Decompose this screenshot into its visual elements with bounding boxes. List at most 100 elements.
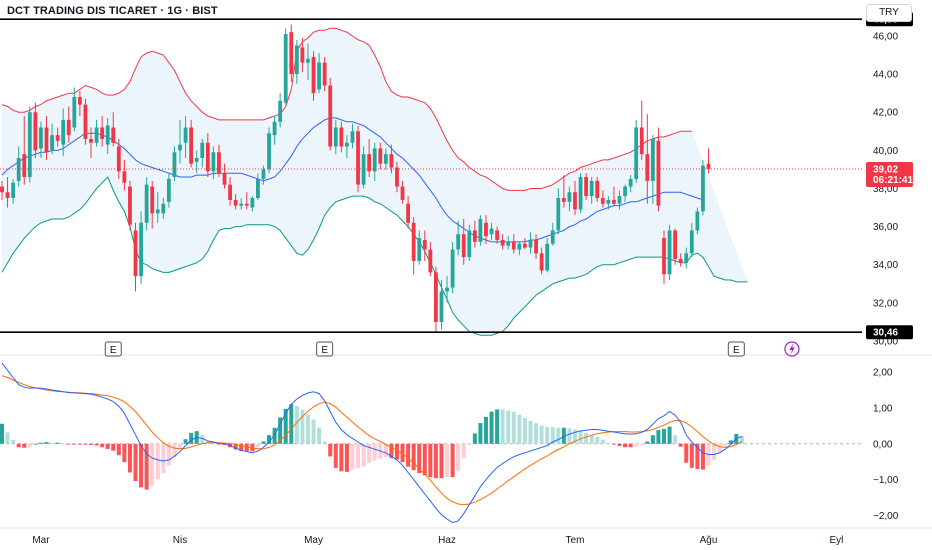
candle-body <box>278 100 283 122</box>
currency-button[interactable]: TRY <box>866 4 912 22</box>
candle <box>689 222 694 258</box>
candle <box>439 279 444 330</box>
candle <box>356 125 360 193</box>
candle-body <box>272 121 277 136</box>
price-tick-label: 40,00 <box>873 146 898 157</box>
indicator-tick-label: −1,00 <box>873 475 899 486</box>
indicator-axis[interactable]: 2,00 1,00 0,00 −1,00 −2,00 <box>873 368 899 522</box>
candle <box>228 177 232 206</box>
candle-body <box>283 34 288 103</box>
histogram-bar <box>422 443 427 476</box>
candle-body <box>534 239 538 254</box>
candle <box>105 117 110 155</box>
time-axis[interactable]: Mar Nis May Haz Tem Ağu Eyl <box>32 535 843 546</box>
candle-body <box>634 127 639 179</box>
indicator-tick-label: 1,00 <box>873 403 893 414</box>
candle <box>278 93 283 128</box>
candle-body <box>389 154 394 168</box>
candle-body <box>439 291 444 322</box>
histogram-bar <box>294 405 299 444</box>
histogram-bar <box>33 443 38 445</box>
candle <box>400 180 405 204</box>
candle-body <box>233 199 238 206</box>
candle-body <box>294 45 299 75</box>
candle <box>367 138 372 178</box>
candle-body <box>506 241 511 246</box>
candle-body <box>612 199 616 204</box>
candle-body <box>55 135 60 141</box>
candle-body <box>267 133 271 170</box>
candle-body <box>205 142 210 172</box>
histogram-bar <box>411 443 416 471</box>
histogram-bar <box>122 443 127 463</box>
candle <box>328 77 333 151</box>
candle <box>139 211 143 284</box>
earnings-marker: E <box>316 341 334 357</box>
horizontal-lines[interactable] <box>0 18 862 334</box>
histogram-bar <box>322 441 327 444</box>
candle <box>244 192 249 210</box>
candle <box>133 222 138 292</box>
candle <box>422 230 427 261</box>
candle <box>255 173 260 200</box>
candle-body <box>639 127 644 155</box>
histogram-bar <box>133 443 138 482</box>
candle-body <box>678 259 683 263</box>
candle <box>383 148 388 170</box>
candle <box>161 198 166 219</box>
price-axis[interactable]: 46,00 44,00 42,00 40,00 38,00 36,00 34,00 32,00… <box>873 31 898 347</box>
macd-panel <box>0 362 862 524</box>
candle <box>205 133 210 178</box>
candle-body <box>623 186 627 197</box>
histogram-bar <box>189 432 194 444</box>
histogram-bar <box>172 443 177 457</box>
candle-body <box>428 249 433 273</box>
histogram-bar <box>634 443 639 447</box>
lightning-icon-bolt <box>789 343 795 355</box>
histogram-bar <box>461 443 466 459</box>
earnings-marker: E <box>104 341 122 357</box>
histogram-bar <box>272 427 277 444</box>
candle <box>50 123 54 155</box>
histogram-bar <box>89 443 94 445</box>
candle <box>406 196 410 229</box>
candle <box>217 144 221 178</box>
candle <box>678 253 683 267</box>
histogram-bar <box>144 443 149 490</box>
histogram-bar <box>567 428 572 444</box>
histogram-bar <box>545 427 550 444</box>
histogram-bar <box>456 443 461 471</box>
candle-body <box>472 230 477 242</box>
candle-body <box>367 154 372 172</box>
histogram-bar <box>216 443 221 445</box>
symbol-title[interactable]: DCT TRADING DIS TICARET · 1G · BIST <box>7 5 218 17</box>
candle <box>200 138 205 168</box>
candle <box>11 178 16 204</box>
candle <box>39 121 43 158</box>
histogram-bar <box>66 443 71 445</box>
candle-body <box>356 131 360 185</box>
price-tick-label: 30,00 <box>873 337 898 348</box>
candle-body <box>489 228 494 235</box>
candle <box>44 116 49 160</box>
candle <box>155 192 160 223</box>
candle <box>83 98 88 145</box>
histogram-bar <box>328 443 333 457</box>
histogram-bar <box>600 439 605 444</box>
histogram-bar <box>406 443 411 467</box>
candle <box>495 226 500 244</box>
histogram-bar <box>645 441 650 444</box>
candle <box>645 114 650 204</box>
candle <box>667 224 672 280</box>
bollinger-upper <box>1 27 692 191</box>
candle-body <box>211 152 216 172</box>
candle <box>489 222 494 240</box>
histogram-bar <box>11 439 16 444</box>
candle <box>211 146 216 179</box>
candle <box>250 196 255 212</box>
histogram-bar <box>161 443 166 474</box>
low-price-tag: 30,46 <box>866 325 913 340</box>
